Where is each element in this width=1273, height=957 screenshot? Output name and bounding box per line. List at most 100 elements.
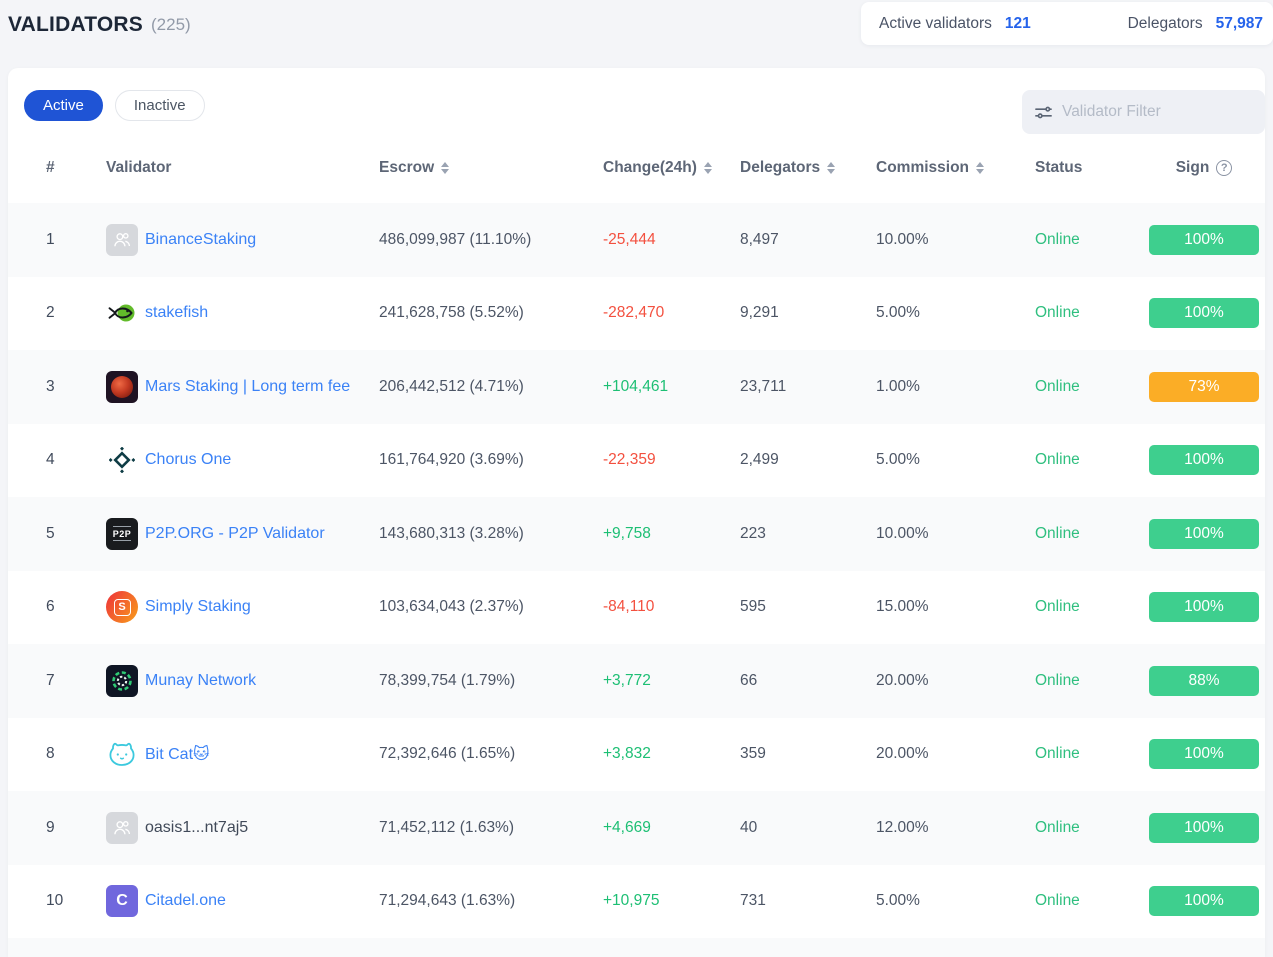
- active-validators-value: 121: [1004, 14, 1031, 32]
- rank-cell: 5: [46, 524, 55, 542]
- commission-cell: 5.00%: [876, 304, 920, 322]
- sign-badge: 100%: [1149, 592, 1259, 623]
- rank-cell: 1: [46, 230, 55, 248]
- delegators-label: Delegators: [1127, 14, 1203, 32]
- sliders-filter-icon: [1035, 106, 1052, 118]
- status-cell: Online: [1035, 230, 1080, 248]
- validator-filter-input[interactable]: [1062, 103, 1253, 121]
- help-icon[interactable]: ?: [1216, 160, 1233, 176]
- validator-name-link[interactable]: BinanceStaking: [145, 230, 257, 248]
- escrow-cell: 206,442,512 (4.71%): [379, 377, 524, 395]
- table-row: 2 stakefish 241,628,758 (5.52%) -282,470…: [8, 277, 1265, 351]
- validator-name-link[interactable]: stakefish: [145, 304, 209, 322]
- delegators-stat: Delegators 57,987: [1128, 15, 1263, 33]
- sort-arrows-icon: [441, 162, 450, 174]
- delegators-cell: 9,291: [740, 304, 779, 322]
- sign-cell: 100%: [1149, 445, 1259, 476]
- status-cell: Online: [1035, 451, 1080, 469]
- validator-name-link[interactable]: Simply Staking: [145, 598, 251, 616]
- sign-cell: 100%: [1149, 518, 1259, 549]
- validator-name-link[interactable]: oasis1...nt7aj5: [145, 818, 249, 836]
- change-cell: -22,359: [603, 451, 656, 469]
- avatar-p2p-icon: P2P: [106, 517, 138, 550]
- validator-filter-box[interactable]: [1022, 90, 1265, 134]
- escrow-cell: 71,294,643 (1.63%): [379, 892, 516, 910]
- validator-name-link[interactable]: P2P.ORG - P2P Validator: [145, 524, 325, 542]
- status-cell: Online: [1035, 892, 1080, 910]
- header-change[interactable]: Change(24h): [603, 159, 740, 177]
- toolbar: Active Inactive: [8, 68, 1265, 134]
- sign-cell: 100%: [1149, 886, 1259, 917]
- validator-name-link[interactable]: Munay Network: [145, 671, 257, 689]
- header-sign: Sign ?: [1149, 159, 1259, 177]
- status-tabs: Active Inactive: [24, 90, 205, 121]
- avatar-placeholder-icon: [106, 811, 138, 844]
- table-row: 7 Munay Network 78,399,754 (1.79%) +3,77…: [8, 644, 1265, 718]
- avatar-stakefish-icon: [106, 297, 138, 329]
- commission-cell: 10.00%: [876, 524, 929, 542]
- validator-cell: Mars Staking | Long term fee: [106, 370, 379, 403]
- validator-cell: Bit Cat🐱: [106, 738, 379, 770]
- table-row: 5 P2P P2P.ORG - P2P Validator 143,680,31…: [8, 497, 1265, 571]
- sign-cell: 88%: [1149, 665, 1259, 696]
- page-title: VALIDATORS: [8, 13, 144, 36]
- commission-cell: 10.00%: [876, 230, 929, 248]
- escrow-cell: 72,392,646 (1.65%): [379, 745, 516, 763]
- sign-badge: 100%: [1149, 812, 1259, 843]
- delegators-cell: 8,497: [740, 230, 779, 248]
- rank-cell: 9: [46, 818, 55, 836]
- sign-badge: 100%: [1149, 445, 1259, 476]
- commission-cell: 15.00%: [876, 598, 929, 616]
- escrow-cell: 71,452,112 (1.63%): [379, 818, 515, 836]
- validator-cell: Munay Network: [106, 664, 379, 697]
- active-validators-label: Active validators: [879, 14, 992, 32]
- sort-arrows-icon: [703, 162, 712, 174]
- delegators-cell: 23,711: [740, 377, 787, 395]
- sign-badge: 100%: [1149, 739, 1259, 770]
- header-delegators-label: Delegators: [740, 159, 821, 176]
- avatar-citadel-icon: C: [106, 885, 138, 918]
- tab-inactive[interactable]: Inactive: [114, 90, 205, 121]
- validator-name-link[interactable]: Citadel.one: [145, 892, 226, 910]
- status-cell: Online: [1035, 745, 1080, 763]
- delegators-cell: 66: [740, 671, 758, 689]
- table-header-row: # Validator Escrow Change(24h) Delegator…: [8, 148, 1265, 203]
- sign-badge: 100%: [1149, 298, 1259, 329]
- change-cell: -25,444: [603, 230, 656, 248]
- validator-count: (225): [151, 15, 191, 34]
- header-delegators[interactable]: Delegators: [740, 159, 876, 177]
- change-cell: +10,975: [603, 892, 660, 910]
- header-escrow[interactable]: Escrow: [379, 159, 603, 177]
- header-commission[interactable]: Commission: [876, 159, 1035, 177]
- validator-name-link[interactable]: Bit Cat🐱: [145, 746, 210, 764]
- escrow-cell: 143,680,313 (3.28%): [379, 524, 524, 542]
- avatar-simply-icon: S: [106, 591, 138, 624]
- escrow-cell: 486,099,987 (11.10%): [379, 230, 532, 248]
- header-status: Status: [1035, 159, 1083, 176]
- header-validator: Validator: [106, 159, 172, 176]
- validator-name-link[interactable]: Chorus One: [145, 451, 232, 469]
- header-escrow-label: Escrow: [379, 159, 435, 176]
- sign-cell: 100%: [1149, 298, 1259, 329]
- tab-active[interactable]: Active: [24, 90, 103, 121]
- commission-cell: 5.00%: [876, 451, 920, 469]
- sign-badge: 88%: [1149, 665, 1259, 696]
- rank-cell: 4: [46, 451, 55, 469]
- delegators-cell: 731: [740, 892, 766, 910]
- table-row: 4 Chorus One 161,764,920 (3.69%) -22,359…: [8, 424, 1265, 498]
- validator-cell: S Simply Staking: [106, 591, 379, 624]
- table-row: 6 S Simply Staking 103,634,043 (2.37%) -…: [8, 571, 1265, 645]
- avatar-chorus-icon: [106, 444, 138, 476]
- sign-badge: 100%: [1149, 518, 1259, 549]
- rank-cell: 3: [46, 377, 55, 395]
- sign-badge: 73%: [1149, 371, 1259, 402]
- validator-name-link[interactable]: Mars Staking | Long term fee: [145, 377, 351, 395]
- change-cell: +9,758: [603, 524, 651, 542]
- status-cell: Online: [1035, 377, 1080, 395]
- escrow-cell: 241,628,758 (5.52%): [379, 304, 524, 322]
- header-rank: #: [46, 159, 55, 176]
- status-cell: Online: [1035, 304, 1080, 322]
- change-cell: +3,832: [603, 745, 651, 763]
- validator-cell: stakefish: [106, 297, 379, 329]
- sign-badge: 100%: [1149, 886, 1259, 917]
